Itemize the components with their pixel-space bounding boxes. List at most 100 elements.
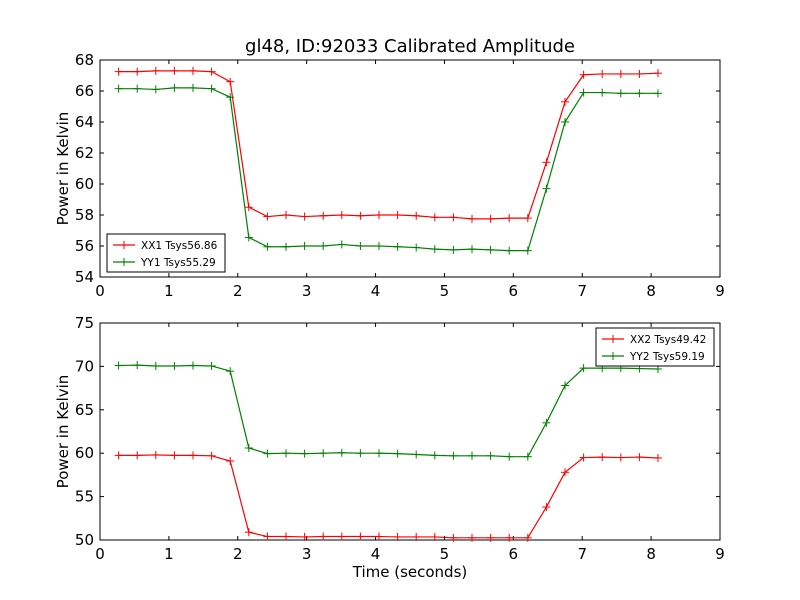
data-point — [300, 242, 309, 250]
data-point — [244, 233, 253, 242]
data-point — [616, 89, 625, 98]
y-tick-label: 55 — [75, 488, 94, 506]
legend: XX1 Tsys56.86 YY1 Tsys55.29 — [106, 233, 226, 273]
legend-item: YY2 Tsys59.19 — [602, 351, 705, 363]
data-point — [337, 448, 346, 457]
data-point — [635, 453, 644, 462]
y-tick-label: 54 — [75, 268, 94, 286]
legend-box — [595, 327, 715, 367]
x-tick-label: 7 — [577, 545, 587, 563]
data-point — [523, 533, 532, 542]
data-point — [356, 449, 365, 458]
data-point — [505, 452, 514, 461]
plot-frame — [99, 59, 721, 278]
data-point — [468, 214, 476, 223]
data-point — [244, 528, 253, 537]
data-point — [170, 66, 179, 75]
data-point — [542, 184, 551, 193]
series-1 — [114, 450, 662, 542]
x-tick-label: 1 — [164, 545, 174, 563]
x-tick-label: 5 — [440, 545, 450, 563]
data-point — [189, 361, 197, 370]
series-1 — [114, 66, 662, 223]
legend-label: XX1 Tsys56.86 — [141, 240, 218, 252]
data-point — [430, 213, 439, 222]
y-axis-label: Power in Kelvin — [54, 112, 72, 226]
data-point — [654, 89, 662, 98]
data-point — [523, 214, 532, 223]
x-tick-label: 6 — [509, 282, 519, 300]
x-tick-label: 2 — [233, 545, 243, 563]
data-point — [561, 118, 569, 126]
data-point — [393, 532, 402, 541]
plot-panel-2: 0 1 2 3 4 5 6 7 8 9 50 55 60 65 70 75 Power in Kelvin Tim… — [54, 314, 725, 581]
data-point — [114, 361, 123, 370]
data-point — [486, 214, 495, 223]
x-tick-label: 9 — [715, 282, 725, 300]
y-tick-label: 70 — [75, 357, 94, 375]
x-tick-label: 8 — [646, 282, 656, 300]
data-point — [319, 532, 328, 541]
data-point — [319, 242, 328, 250]
data-point — [282, 449, 290, 458]
data-point — [133, 451, 142, 460]
legend-label: YY2 Tsys59.19 — [629, 351, 705, 363]
x-tick-label: 2 — [233, 282, 243, 300]
data-point — [505, 533, 514, 542]
data-point — [598, 69, 607, 78]
data-point — [282, 211, 290, 219]
data-point — [133, 84, 142, 93]
data-point — [300, 449, 309, 458]
data-point — [654, 453, 662, 462]
data-point — [523, 246, 532, 255]
series-2 — [114, 361, 662, 461]
y-tick-label: 66 — [75, 82, 94, 100]
x-tick-label: 0 — [95, 545, 105, 563]
data-point — [579, 453, 588, 462]
data-point — [579, 364, 588, 373]
data-point — [635, 69, 644, 78]
x-tick-label: 3 — [302, 282, 312, 300]
data-point — [226, 457, 235, 466]
data-point — [468, 533, 476, 542]
x-tick-label: 3 — [302, 545, 312, 563]
x-tick-label: 0 — [95, 282, 105, 300]
data-point — [337, 211, 346, 219]
legend-box — [106, 233, 226, 273]
data-point — [505, 246, 514, 255]
legend-item: XX2 Tsys49.42 — [602, 334, 706, 346]
y-tick-label: 58 — [75, 206, 94, 224]
x-tick-label: 9 — [715, 545, 725, 563]
data-point — [356, 211, 365, 220]
data-point — [170, 451, 179, 460]
y-tick-label: 65 — [75, 401, 94, 419]
data-point — [654, 69, 662, 78]
data-point — [356, 532, 365, 541]
y-tick-label: 68 — [75, 51, 94, 69]
data-point — [635, 89, 644, 98]
data-point — [319, 211, 328, 220]
data-point — [244, 203, 253, 212]
data-point — [114, 67, 123, 76]
data-point — [319, 449, 328, 458]
legend-label: XX2 Tsys49.42 — [630, 334, 706, 346]
y-tick-label: 75 — [75, 314, 94, 332]
data-point — [598, 453, 607, 462]
data-point — [337, 532, 346, 541]
data-point — [207, 84, 216, 93]
data-point — [393, 211, 402, 219]
data-point — [486, 533, 495, 542]
data-point — [375, 532, 383, 541]
data-point — [282, 242, 290, 251]
data-point — [356, 242, 365, 250]
data-point — [579, 70, 588, 79]
data-point — [449, 213, 458, 222]
data-point — [133, 361, 142, 370]
plot-frame — [99, 322, 721, 541]
data-point — [486, 451, 495, 460]
y-tick-label: 60 — [75, 444, 94, 462]
data-point — [523, 452, 532, 461]
